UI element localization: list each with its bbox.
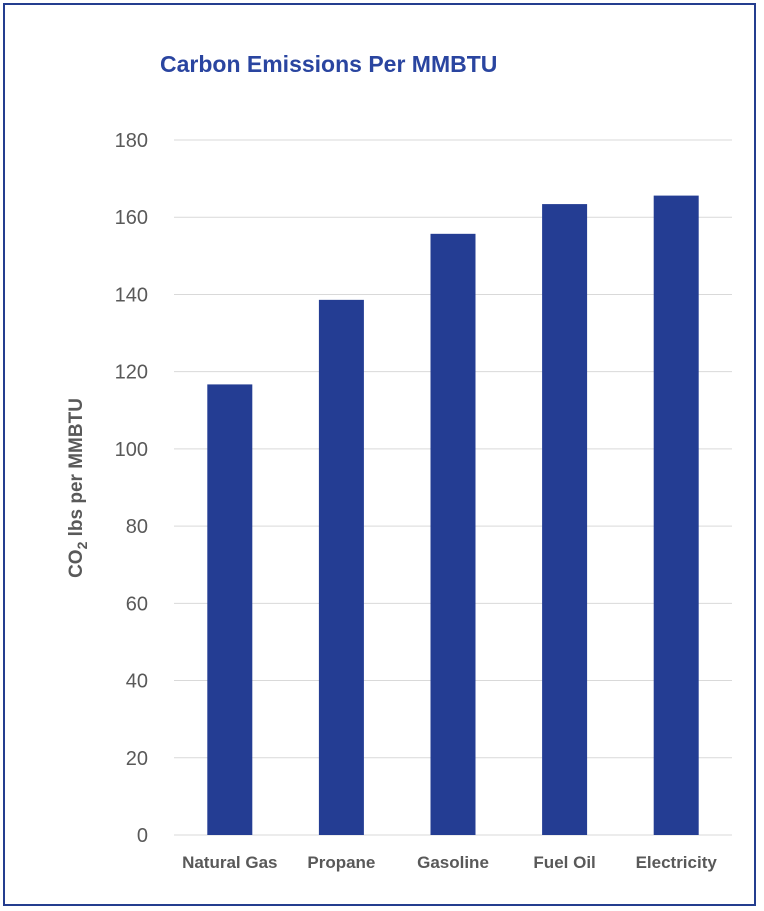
y-tick-label: 100	[115, 439, 148, 461]
x-axis-labels: Natural Gas Propane Gasoline Fuel Oil Electr…	[182, 853, 717, 872]
y-tick-label: 120	[115, 362, 148, 384]
y-tick-label: 0	[137, 825, 148, 847]
bar	[653, 195, 699, 836]
x-tick-label: Fuel Oil	[533, 853, 595, 872]
bar	[318, 299, 364, 836]
y-axis-label-prefix: CO	[66, 549, 87, 578]
y-tick-label: 20	[126, 748, 148, 770]
y-tick-label: 180	[115, 130, 148, 152]
y-axis-ticks: 0 20 40 60 80 100 120 140 160 180	[115, 130, 148, 847]
gridlines	[174, 139, 732, 836]
y-tick-label: 160	[115, 207, 148, 229]
bar	[542, 204, 588, 835]
x-tick-label: Propane	[307, 853, 375, 872]
y-tick-label: 140	[115, 284, 148, 306]
y-tick-label: 80	[126, 516, 148, 538]
bar	[430, 233, 476, 835]
chart-frame	[3, 3, 756, 906]
y-axis-label-subscript: 2	[74, 541, 90, 549]
x-tick-label: Electricity	[636, 853, 718, 872]
x-tick-label: Natural Gas	[182, 853, 277, 872]
chart-title: Carbon Emissions Per MMBTU	[160, 51, 497, 77]
bar	[207, 384, 253, 835]
bars	[207, 195, 699, 836]
y-axis-label-suffix: lbs per MMBTU	[66, 398, 87, 542]
y-tick-label: 40	[126, 671, 148, 693]
y-axis-label: CO2 lbs per MMBTU	[66, 398, 90, 578]
y-tick-label: 60	[126, 593, 148, 615]
x-tick-label: Gasoline	[417, 853, 489, 872]
